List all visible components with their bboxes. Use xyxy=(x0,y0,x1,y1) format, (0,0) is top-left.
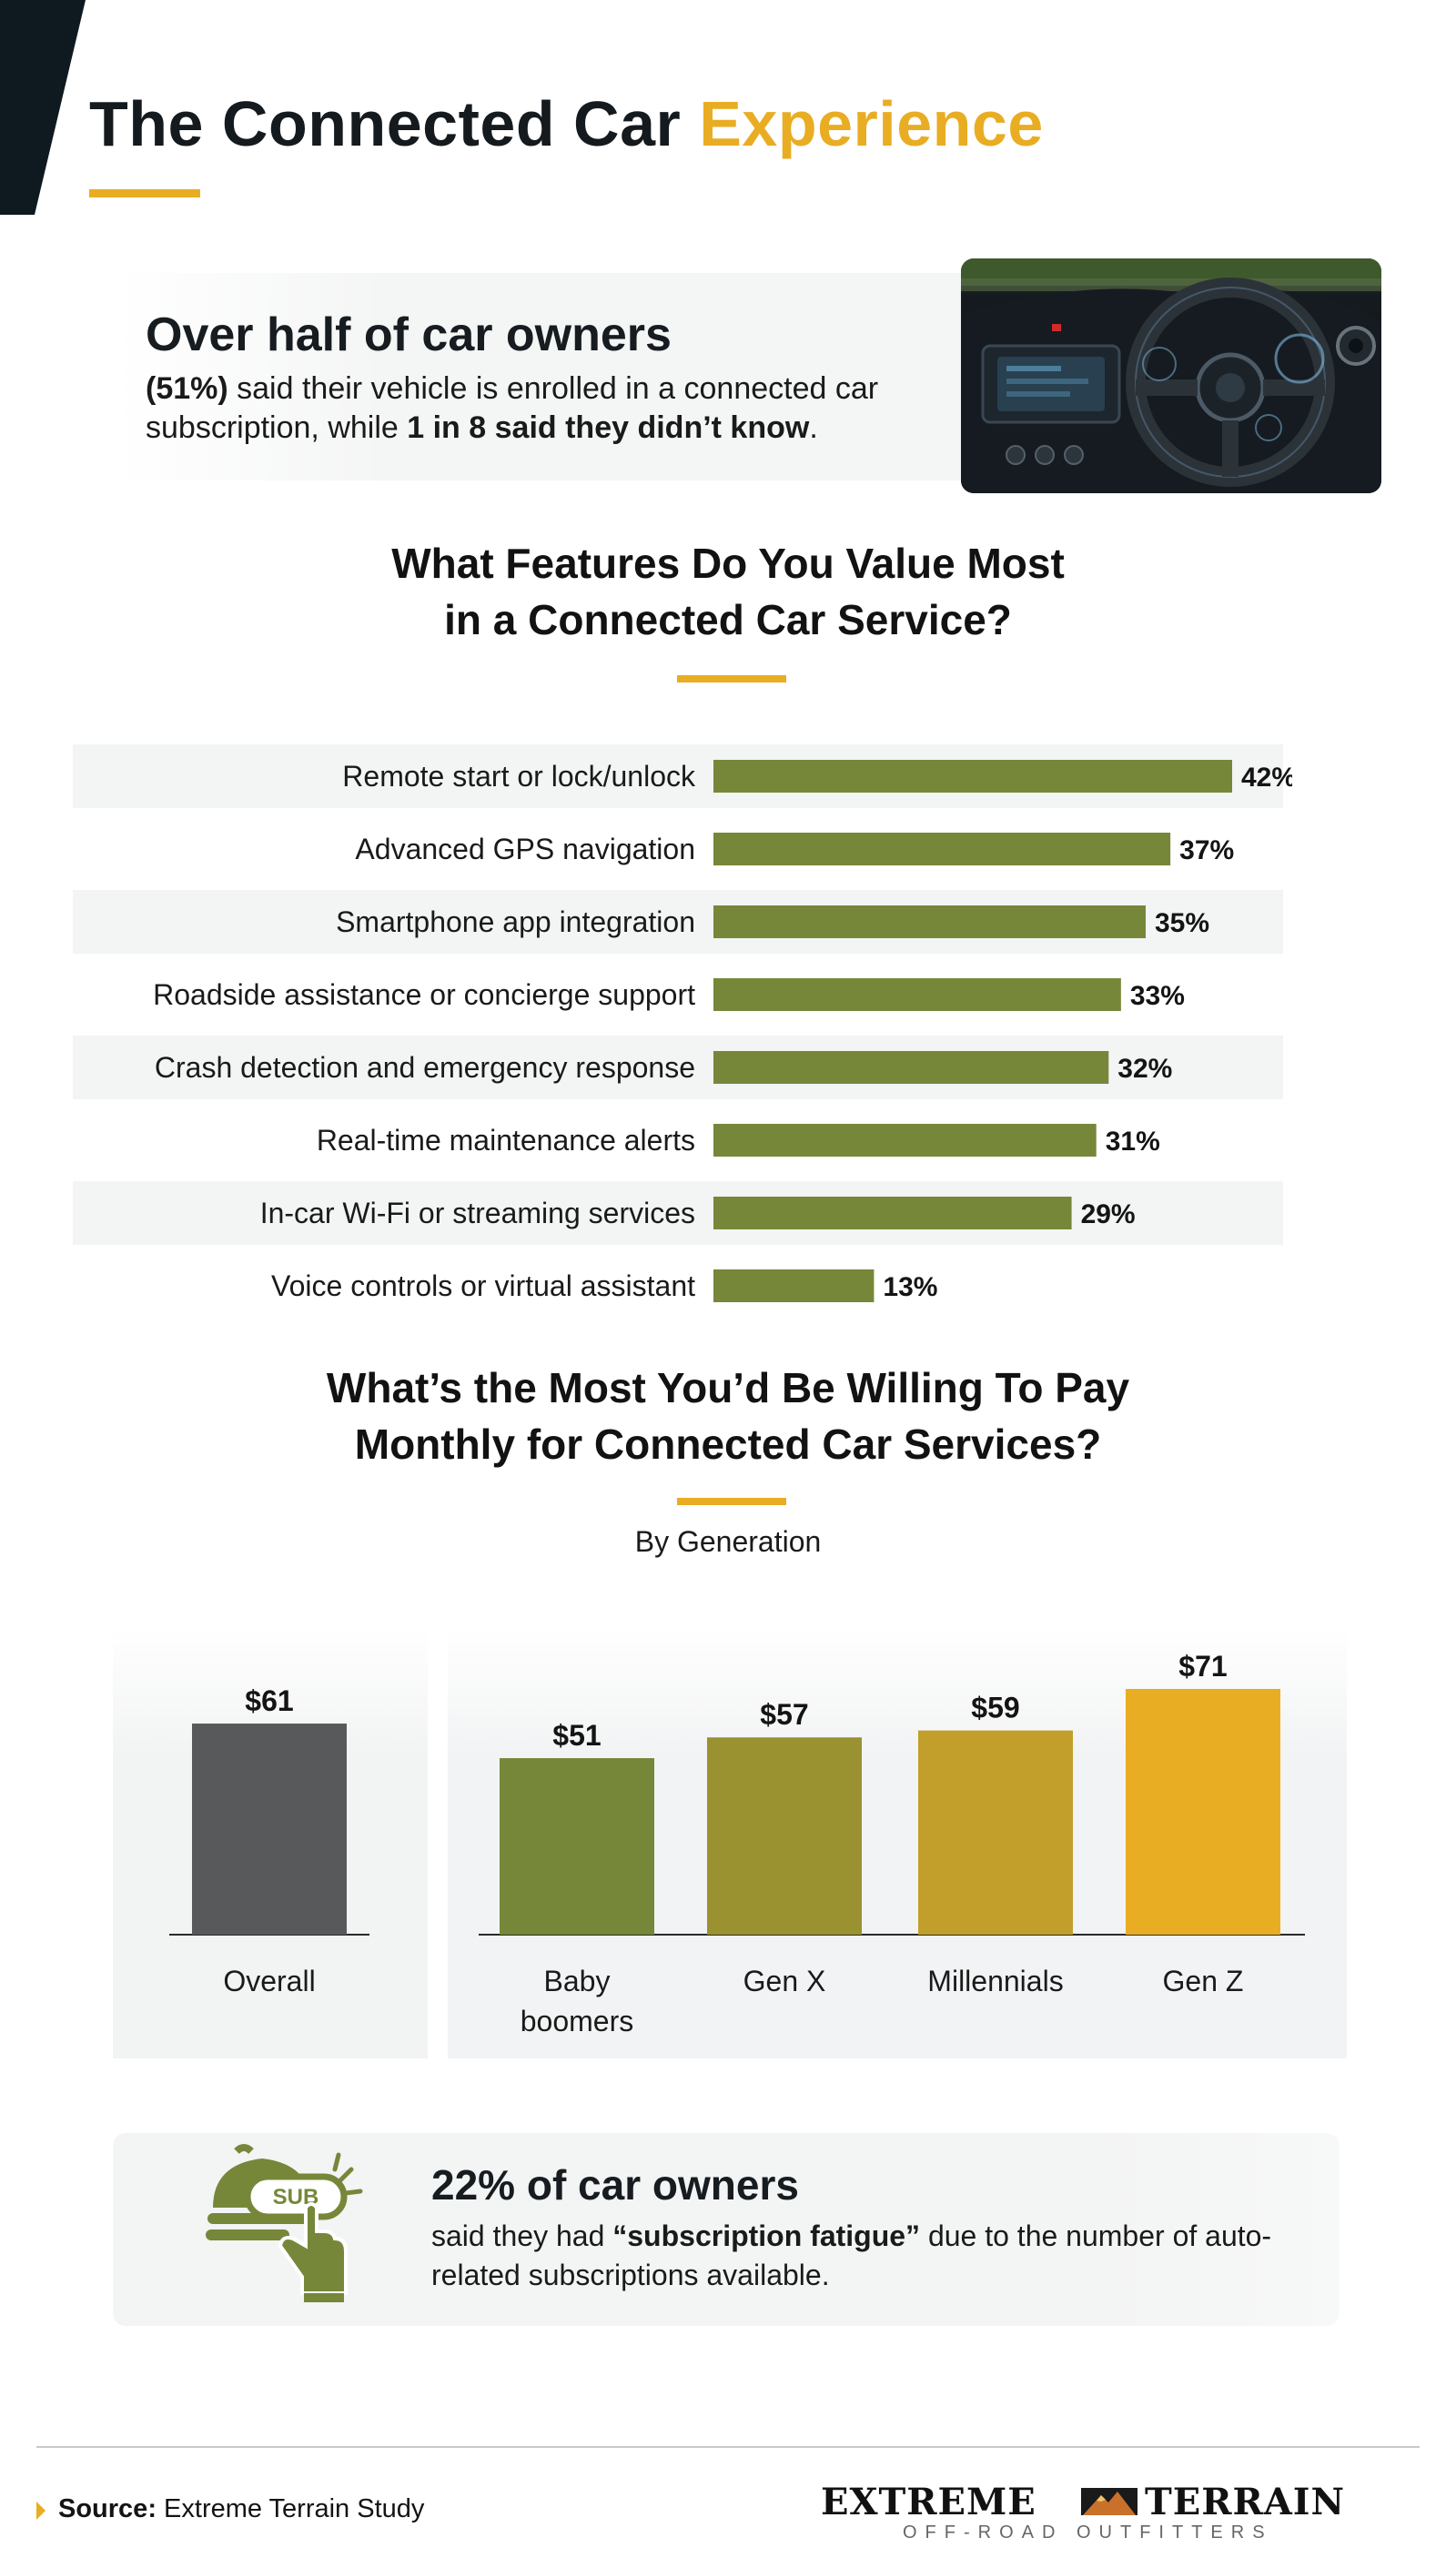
category-label: Smartphone app integration xyxy=(336,905,695,938)
pay-category-label: Gen Z xyxy=(1163,1965,1244,1997)
intro-headline: Over half of car owners xyxy=(146,308,672,361)
pay-bar-chart: $61 Overall $51 Baby boomers $57 Gen X $59 Mille… xyxy=(0,1602,1456,2075)
pay-bar xyxy=(918,1730,1073,1935)
category-label: Real-time maintenance alerts xyxy=(317,1124,695,1157)
page-title: The Connected Car Experience xyxy=(89,89,1044,159)
intro-text: (51%) said their vehicle is enrolled in … xyxy=(146,369,965,448)
row-band xyxy=(73,1181,1283,1245)
title-part-2: Experience xyxy=(699,88,1044,159)
pay-value-label: $61 xyxy=(245,1684,293,1717)
value-label: 13% xyxy=(883,1272,937,1302)
feature-bar xyxy=(713,760,1232,793)
pay-title-line1: What’s the Most You’d Be Willing To Pay xyxy=(326,1364,1130,1411)
brand-logo: EXTREME TERRAIN OFF-ROAD OUTFITTERS xyxy=(819,2481,1401,2544)
features-title: What Features Do You Value Most in a Con… xyxy=(0,535,1456,648)
pay-title-line2: Monthly for Connected Car Services? xyxy=(354,1420,1102,1468)
fatigue-text-after: due to the number of auto-related subscr… xyxy=(431,2219,1272,2291)
corner-decoration xyxy=(0,0,86,215)
features-title-underline xyxy=(677,675,786,682)
brand-word-right: TERRAIN xyxy=(1145,2481,1346,2523)
category-label: Advanced GPS navigation xyxy=(355,833,695,865)
pay-bar xyxy=(500,1758,654,1935)
intro-panel xyxy=(115,273,1025,480)
category-label: Crash detection and emergency response xyxy=(155,1051,695,1084)
pay-category-label: Gen X xyxy=(743,1965,826,1997)
pay-title-underline xyxy=(677,1498,786,1505)
pay-subtitle: By Generation xyxy=(634,1525,822,1558)
value-label: 37% xyxy=(1179,835,1234,865)
category-label: In-car Wi-Fi or streaming services xyxy=(260,1197,695,1229)
pay-bar xyxy=(707,1737,862,1935)
fatigue-text: said they had “subscription fatigue” due… xyxy=(431,2217,1305,2295)
subscription-bell-hand-icon: SUB xyxy=(204,2144,364,2304)
feature-bar xyxy=(713,1269,875,1302)
fatigue-text-before: said they had xyxy=(431,2219,613,2252)
pay-category-label: Baby xyxy=(544,1965,611,1997)
features-title-line2: in a Connected Car Service? xyxy=(444,596,1012,643)
intro-text-middle: said their vehicle is enrolled in a conn… xyxy=(146,371,879,445)
pay-value-label: $71 xyxy=(1178,1650,1227,1683)
pay-bar xyxy=(1126,1689,1280,1935)
source-label: Source: xyxy=(58,2494,157,2523)
pay-title: What’s the Most You’d Be Willing To Pay … xyxy=(0,1360,1456,1472)
value-label: 29% xyxy=(1081,1199,1136,1229)
mountain-logo-icon xyxy=(1081,2488,1138,2515)
value-label: 33% xyxy=(1130,981,1185,1011)
pay-category-label: boomers xyxy=(521,2005,634,2037)
feature-bar xyxy=(713,1197,1072,1229)
source-text: Extreme Terrain Study xyxy=(156,2494,425,2523)
source-arrow-icon xyxy=(36,2502,46,2520)
feature-bar xyxy=(713,1124,1097,1157)
feature-bar xyxy=(713,1051,1109,1084)
brand-tagline: OFF-ROAD OUTFITTERS xyxy=(903,2523,1273,2543)
pay-category-label: Overall xyxy=(223,1965,315,1997)
car-dashboard-photo xyxy=(961,258,1381,493)
pay-value-label: $57 xyxy=(760,1698,808,1731)
title-underline xyxy=(89,189,200,197)
source-note: Source: Extreme Terrain Study xyxy=(58,2494,424,2524)
intro-stat: (51%) xyxy=(146,371,228,406)
pay-value-label: $51 xyxy=(552,1719,601,1752)
features-title-line1: What Features Do You Value Most xyxy=(391,540,1065,587)
category-label: Roadside assistance or concierge support xyxy=(153,978,695,1011)
title-part-1: The Connected Car xyxy=(89,88,682,159)
intro-text-end: . xyxy=(809,410,818,445)
fatigue-headline: 22% of car owners xyxy=(431,2161,799,2209)
feature-bar xyxy=(713,978,1121,1011)
footer-divider xyxy=(36,2446,1420,2448)
value-label: 31% xyxy=(1106,1127,1160,1157)
feature-bar xyxy=(713,905,1146,938)
category-label: Voice controls or virtual assistant xyxy=(271,1269,695,1302)
value-label: 42% xyxy=(1241,763,1292,793)
value-label: 32% xyxy=(1117,1054,1172,1084)
value-label: 35% xyxy=(1155,908,1209,938)
fatigue-text-bold: “subscription fatigue” xyxy=(612,2219,921,2252)
category-label: Remote start or lock/unlock xyxy=(342,760,696,793)
brand-word-left: EXTREME xyxy=(821,2481,1036,2523)
feature-bar xyxy=(713,833,1171,865)
pay-value-label: $59 xyxy=(971,1692,1019,1724)
pay-category-label: Millennials xyxy=(927,1965,1063,1997)
pay-bar xyxy=(192,1724,347,1935)
features-bar-chart: Remote start or lock/unlock 42% Advanced G… xyxy=(73,744,1292,1327)
intro-unknown-stat: 1 in 8 said they didn’t know xyxy=(407,410,810,445)
